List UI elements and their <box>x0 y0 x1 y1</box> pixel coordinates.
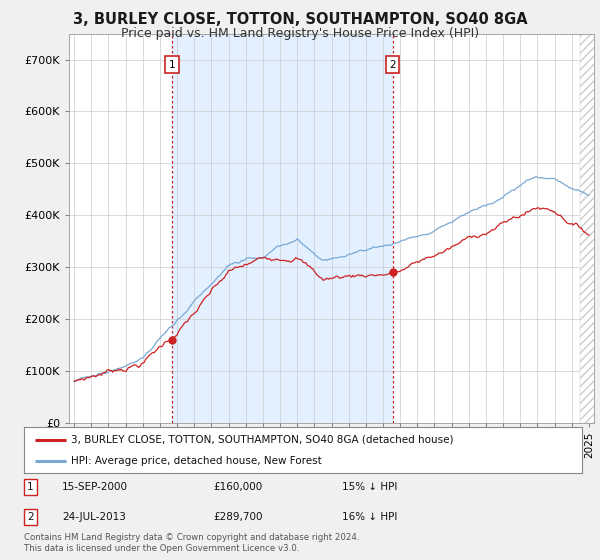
Text: 3, BURLEY CLOSE, TOTTON, SOUTHAMPTON, SO40 8GA (detached house): 3, BURLEY CLOSE, TOTTON, SOUTHAMPTON, SO… <box>71 435 454 445</box>
Text: 1: 1 <box>169 60 175 70</box>
Text: £289,700: £289,700 <box>214 512 263 522</box>
Text: 15-SEP-2000: 15-SEP-2000 <box>62 482 128 492</box>
Text: 15% ↓ HPI: 15% ↓ HPI <box>342 482 397 492</box>
Text: 2: 2 <box>389 60 396 70</box>
Text: 1: 1 <box>27 482 34 492</box>
Bar <box>580 34 600 423</box>
Text: 24-JUL-2013: 24-JUL-2013 <box>62 512 126 522</box>
Bar <box>172 34 392 423</box>
Text: £160,000: £160,000 <box>214 482 263 492</box>
Text: 2: 2 <box>27 512 34 522</box>
Text: 3, BURLEY CLOSE, TOTTON, SOUTHAMPTON, SO40 8GA: 3, BURLEY CLOSE, TOTTON, SOUTHAMPTON, SO… <box>73 12 527 27</box>
Text: 16% ↓ HPI: 16% ↓ HPI <box>342 512 397 522</box>
Text: Price paid vs. HM Land Registry's House Price Index (HPI): Price paid vs. HM Land Registry's House … <box>121 27 479 40</box>
Text: HPI: Average price, detached house, New Forest: HPI: Average price, detached house, New … <box>71 456 322 466</box>
Text: Contains HM Land Registry data © Crown copyright and database right 2024.
This d: Contains HM Land Registry data © Crown c… <box>24 533 359 553</box>
